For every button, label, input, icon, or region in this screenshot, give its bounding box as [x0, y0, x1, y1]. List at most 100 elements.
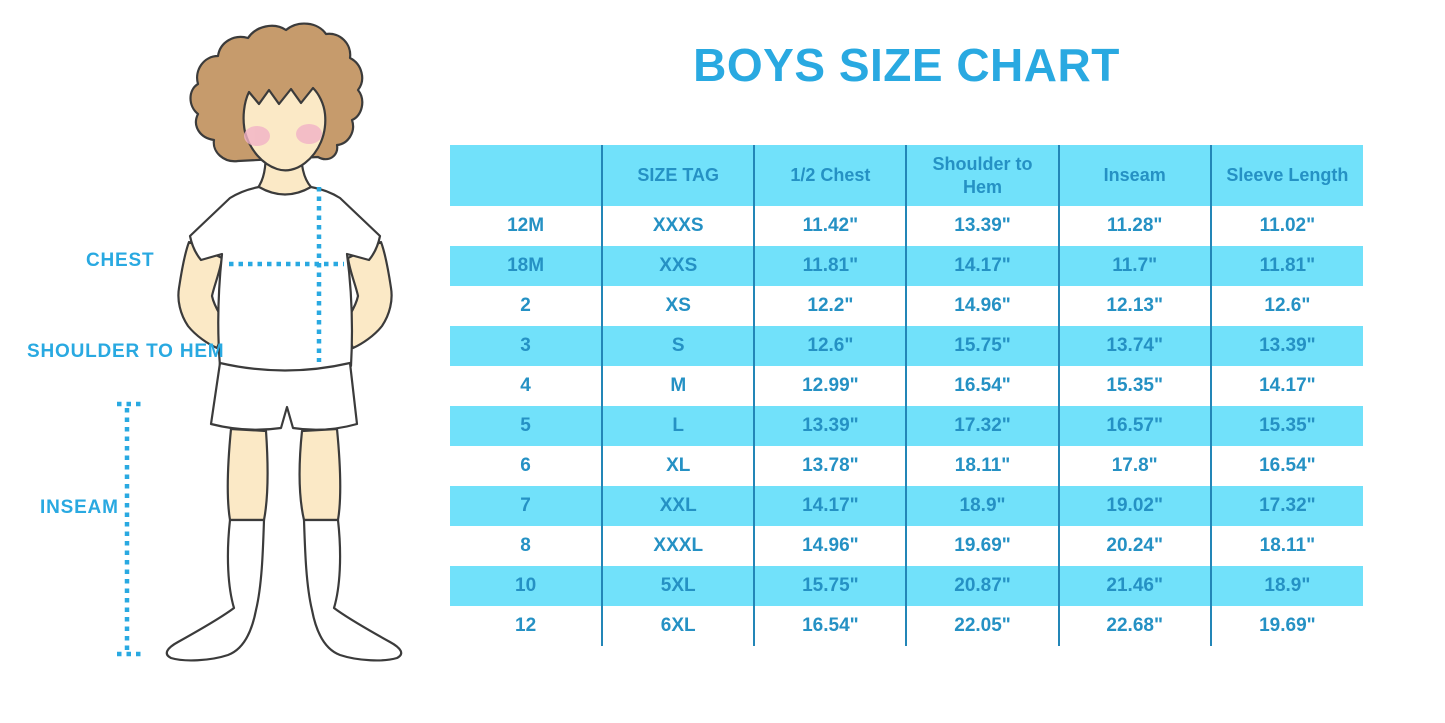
table-cell: 22.05" [905, 606, 1059, 646]
table-row: 12M XXXS 11.42" 13.39" 11.28" 11.02" [450, 206, 1363, 246]
shorts [209, 361, 359, 431]
table-cell: 5 [520, 415, 531, 436]
column-header [450, 145, 603, 206]
table-cell: 12.6" [1209, 286, 1363, 326]
table-cell: 12 [515, 615, 537, 636]
table-cell: 11.7" [1057, 246, 1211, 286]
table-cell: 14.96" [905, 286, 1059, 326]
shoulder-to-hem-label: SHOULDER TO HEM [27, 341, 225, 362]
table-cell: 14.17" [1209, 366, 1363, 406]
table-cell: 15.35" [1209, 406, 1363, 446]
table-cell: 11.28" [1057, 206, 1211, 246]
column-header: SIZE TAG [601, 145, 755, 206]
left-leg [226, 427, 269, 522]
chest-label: CHEST [86, 250, 155, 271]
table-cell: 11.42" [753, 206, 907, 246]
table-cell: 13.39" [905, 206, 1059, 246]
table-cell: 21.46" [1057, 566, 1211, 606]
page-title: BOYS SIZE CHART [693, 39, 1120, 91]
table-cell: 11.02" [1209, 206, 1363, 246]
header-row: SIZE TAG 1/2 Chest Shoulder to Hem Inseam Sl… [450, 145, 1363, 206]
table-cell: 18M [507, 255, 545, 276]
table-cell: 15.35" [1057, 366, 1211, 406]
face [242, 86, 327, 172]
table-cell: 12M [507, 215, 545, 236]
table-cell: 16.54" [905, 366, 1059, 406]
table-cell: 12.2" [753, 286, 907, 326]
table-cell: 3 [520, 335, 531, 356]
table-row: 5 L 13.39" 17.32" 16.57" 15.35" [450, 406, 1363, 446]
table-row: 7 XXL 14.17" 18.9" 19.02" 17.32" [450, 486, 1363, 526]
table-cell: 20.24" [1057, 526, 1211, 566]
right-leg [298, 427, 342, 522]
table-cell: 7 [520, 495, 531, 516]
table-row: 6 XL 13.78" 18.11" 17.8" 16.54" [450, 446, 1363, 486]
table-cell: 17.32" [1209, 486, 1363, 526]
size-chart-panel: BOYS SIZE CHART SIZE TAG 1/2 Chest Shoulde… [450, 0, 1363, 723]
table-cell: XS [601, 286, 755, 326]
table-cell: 16.54" [753, 606, 907, 646]
table-cell: 13.39" [1209, 326, 1363, 366]
table-row: 3 S 12.6" 15.75" 13.74" 13.39" [450, 326, 1363, 366]
table-cell: 18.9" [1209, 566, 1363, 606]
table-cell: 5XL [601, 566, 755, 606]
table-cell: 19.69" [905, 526, 1059, 566]
column-header: 1/2 Chest [753, 145, 907, 206]
table-cell: S [601, 326, 755, 366]
column-header: Inseam [1057, 145, 1211, 206]
inseam-label: INSEAM [40, 497, 119, 518]
table-cell: 8 [520, 535, 531, 556]
column-header: Sleeve Length [1209, 145, 1363, 206]
column-header: Shoulder to Hem [905, 145, 1059, 206]
table-cell: 18.9" [905, 486, 1059, 526]
table-row: 2 XS 12.2" 14.96" 12.13" 12.6" [450, 286, 1363, 326]
right-sock [302, 518, 403, 662]
size-chart-body: 12M XXXS 11.42" 13.39" 11.28" 11.02" 18M XXS 11.… [450, 206, 1363, 646]
measurement-figure-panel: CHEST SHOULDER TO HEM INSEAM [0, 0, 450, 723]
table-cell: 6XL [601, 606, 755, 646]
table-cell: 15.75" [753, 566, 907, 606]
table-cell: 16.57" [1057, 406, 1211, 446]
blush-left-cheek [244, 126, 270, 146]
table-cell: 12.6" [753, 326, 907, 366]
table-cell: 19.02" [1057, 486, 1211, 526]
table-cell: M [601, 366, 755, 406]
left-sock [165, 518, 266, 662]
table-row: 18M XXS 11.81" 14.17" 11.7" 11.81" [450, 246, 1363, 286]
table-cell: 17.32" [905, 406, 1059, 446]
table-row: 10 5XL 15.75" 20.87" 21.46" 18.9" [450, 566, 1363, 606]
left-arm [177, 240, 225, 350]
table-cell: 12.99" [753, 366, 907, 406]
table-cell: 15.75" [905, 326, 1059, 366]
table-cell: 13.78" [753, 446, 907, 486]
table-cell: 17.8" [1057, 446, 1211, 486]
table-cell: 12.13" [1057, 286, 1211, 326]
table-cell: 22.68" [1057, 606, 1211, 646]
table-cell: 20.87" [905, 566, 1059, 606]
table-cell: 6 [520, 455, 531, 476]
table-cell: XL [601, 446, 755, 486]
table-row: 12 6XL 16.54" 22.05" 22.68" 19.69" [450, 606, 1363, 646]
table-cell: 18.11" [1209, 526, 1363, 566]
table-cell: 19.69" [1209, 606, 1363, 646]
blush-right-cheek [296, 124, 322, 144]
table-cell: 11.81" [753, 246, 907, 286]
table-cell: 14.17" [905, 246, 1059, 286]
table-cell: 14.96" [753, 526, 907, 566]
table-cell: XXXS [601, 206, 755, 246]
table-row: 8 XXXL 14.96" 19.69" 20.24" 18.11" [450, 526, 1363, 566]
table-cell: XXL [601, 486, 755, 526]
table-cell: L [601, 406, 755, 446]
size-chart-table: SIZE TAG 1/2 Chest Shoulder to Hem Inseam Sl… [450, 145, 1363, 646]
table-row: 4 M 12.99" 16.54" 15.35" 14.17" [450, 366, 1363, 406]
table-cell: XXS [601, 246, 755, 286]
table-cell: 11.81" [1209, 246, 1363, 286]
right-arm [345, 240, 393, 350]
table-cell: 16.54" [1209, 446, 1363, 486]
size-chart-header: SIZE TAG 1/2 Chest Shoulder to Hem Inseam Sl… [450, 145, 1363, 206]
table-cell: 18.11" [905, 446, 1059, 486]
table-cell: 10 [515, 575, 537, 596]
table-cell: 4 [520, 375, 531, 396]
table-cell: 13.74" [1057, 326, 1211, 366]
